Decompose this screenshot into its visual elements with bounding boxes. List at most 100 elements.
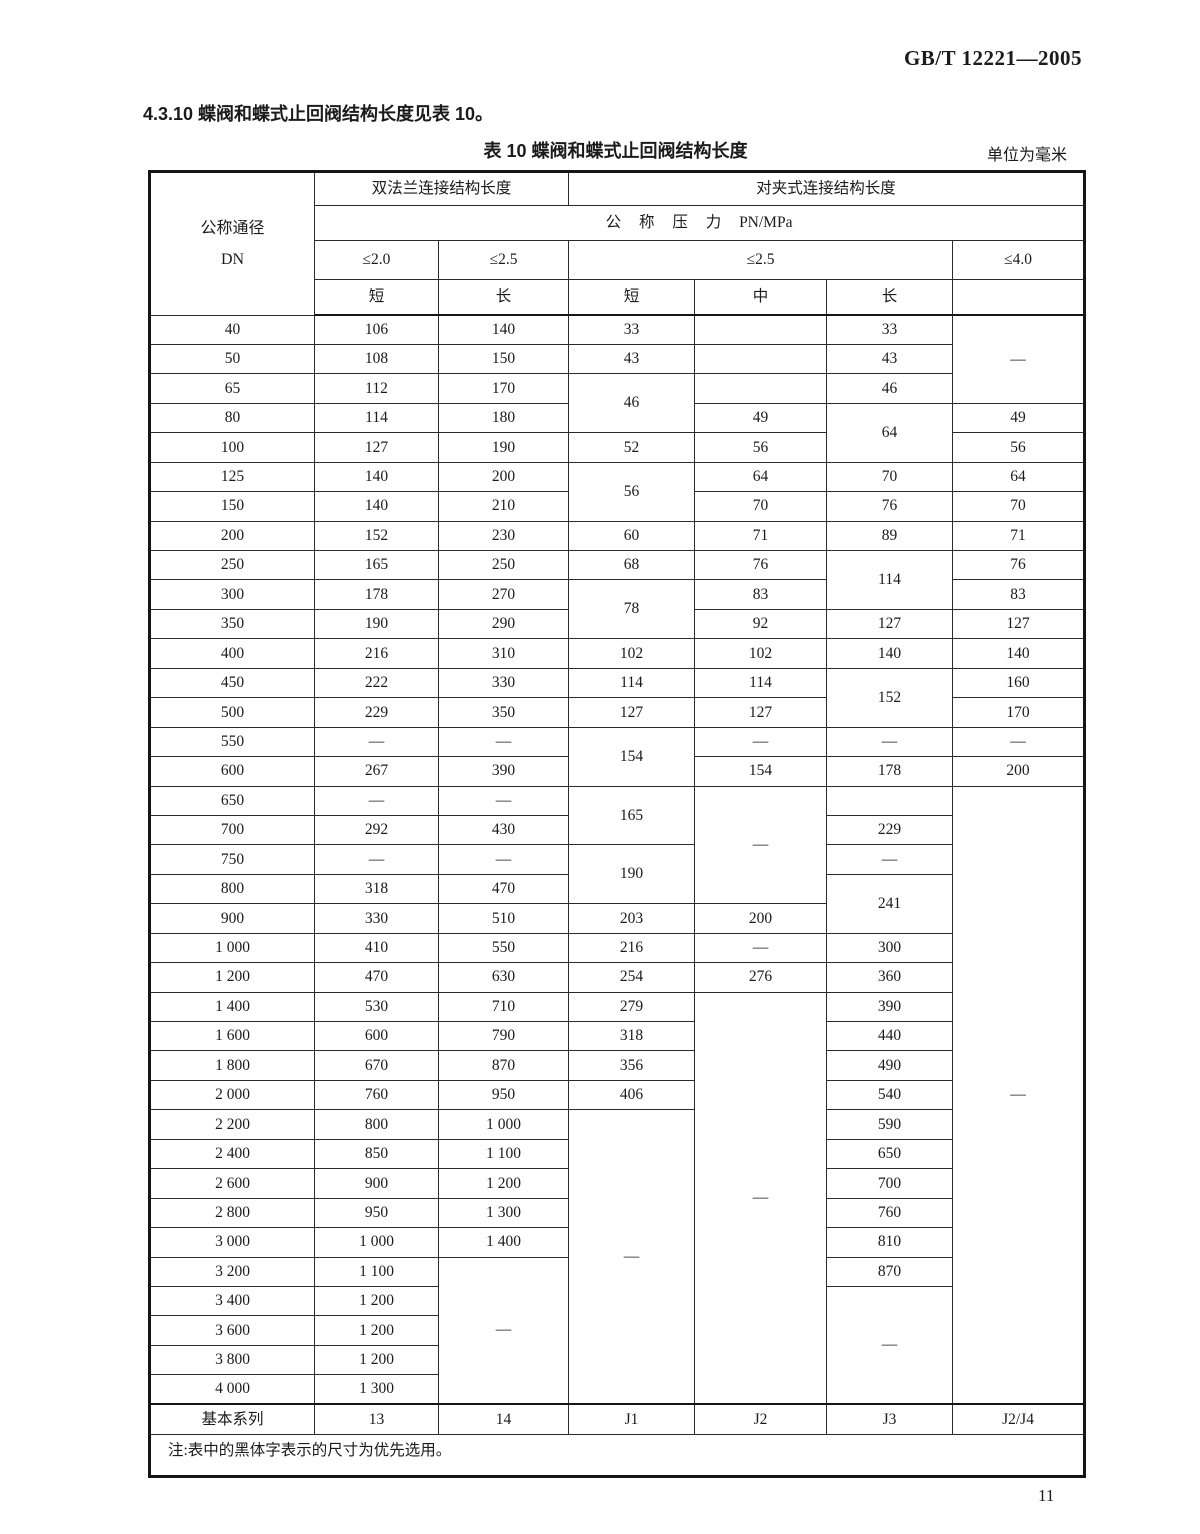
length-cell: — xyxy=(826,1285,954,1405)
length-cell: — xyxy=(694,991,828,1405)
length-cell: 760 xyxy=(826,1197,954,1229)
pressure-col-header: ≤2.5 xyxy=(437,240,570,280)
dn-cell: 600 xyxy=(149,756,315,787)
table-row: 250 165 250 68 76 114 76 xyxy=(149,549,1086,610)
length-cell: 1 400 xyxy=(437,1227,570,1258)
length-cell: 216 xyxy=(314,638,439,669)
length-cell: 89 xyxy=(826,520,954,552)
dn-cell: 250 xyxy=(149,549,315,581)
length-cell: 127 xyxy=(826,608,954,640)
length-cell: 350 xyxy=(437,697,570,728)
dn-cell: 3 800 xyxy=(149,1344,315,1376)
length-cell: 254 xyxy=(568,962,696,993)
length-cell: 270 xyxy=(437,579,570,610)
dn-cell: 300 xyxy=(149,579,315,610)
length-cell: 276 xyxy=(694,962,828,993)
table-row: 80 114 180 49 64 49 xyxy=(149,402,1086,463)
length-cell: — xyxy=(826,726,954,758)
length-cell: 1 300 xyxy=(437,1197,570,1229)
dn-cell: 1 200 xyxy=(149,962,315,993)
length-cell xyxy=(826,785,954,816)
length-cell: 650 xyxy=(826,1138,954,1170)
length-cell: 267 xyxy=(314,756,439,787)
length-cell: 203 xyxy=(568,903,696,934)
length-cell: 70 xyxy=(826,461,954,493)
length-cell: 290 xyxy=(437,608,570,640)
table-row: 650— —165— — xyxy=(149,785,1086,1405)
length-cell: 190 xyxy=(568,844,696,905)
length-type-header-empty xyxy=(952,279,1086,316)
table-row: 2 000 760 950 406 540 xyxy=(149,1079,1085,1111)
table-row: 100 127 190 52 56 56 xyxy=(149,432,1086,463)
length-cell: — xyxy=(694,932,828,964)
standard-number: GB/T 12221—2005 xyxy=(903,46,1082,70)
note-row: 注:表中的黑体字表示的尺寸为优先选用。 xyxy=(148,1434,1086,1478)
length-cell: — xyxy=(437,785,570,816)
length-cell: 33 xyxy=(568,314,696,345)
length-cell: — xyxy=(437,1256,570,1405)
dn-cell: 400 xyxy=(149,638,315,669)
table-row: 2 800 950 1 300 760 xyxy=(149,1197,1085,1229)
length-cell: 76 xyxy=(952,549,1086,581)
length-cell: 78 xyxy=(568,579,696,640)
table-footer: 基本系列 13 14 J1 J2 J3 J2/J4 注:表中的黑体字表示的尺寸为… xyxy=(148,1403,1086,1478)
length-cell: 165 xyxy=(314,549,439,581)
length-cell: 140 xyxy=(437,314,570,345)
table-row: 4 000 1 300 xyxy=(149,1374,1085,1405)
length-cell: 670 xyxy=(314,1050,439,1081)
length-cell: 154 xyxy=(568,726,696,787)
length-cell: 200 xyxy=(694,903,828,934)
length-cell: 470 xyxy=(437,873,570,905)
dn-cell: 200 xyxy=(149,520,315,552)
length-cell: 250 xyxy=(437,549,570,581)
series-cell: 14 xyxy=(437,1403,570,1436)
length-cell: 1 100 xyxy=(314,1256,439,1287)
length-cell: 700 xyxy=(826,1168,954,1199)
length-type-header: 长 xyxy=(437,279,570,316)
length-cell: 108 xyxy=(314,343,439,375)
dn-cell: 100 xyxy=(149,432,315,463)
dn-cell: 650 xyxy=(149,785,315,816)
dn-cell: 900 xyxy=(149,903,315,934)
dn-cell: 1 600 xyxy=(149,1020,315,1052)
length-cell: 60 xyxy=(568,520,696,552)
length-cell: 114 xyxy=(314,402,439,434)
length-cell: 470 xyxy=(314,962,439,993)
length-cell: 170 xyxy=(952,697,1086,728)
length-cell: 127 xyxy=(694,697,828,728)
table-row: 750— —190— xyxy=(149,844,1085,905)
table-row: 2 400 850 1 100 650 xyxy=(149,1138,1085,1170)
length-cell: 330 xyxy=(437,667,570,699)
length-cell: — xyxy=(437,844,570,875)
length-cell: 900 xyxy=(314,1168,439,1199)
length-cell: 46 xyxy=(826,373,954,404)
length-cell: 49 xyxy=(694,402,828,434)
table-row: 300 178 270 78 83 83 xyxy=(149,579,1086,640)
dn-cell: 80 xyxy=(149,402,315,434)
length-cell: 102 xyxy=(694,638,828,669)
table-row: 200 152 230 60 71 89 71 xyxy=(149,520,1086,552)
table-title: 表 10 蝶阀和蝶式止回阀结构长度 xyxy=(483,141,748,161)
page-number: 11 xyxy=(1038,1486,1055,1505)
length-cell: 43 xyxy=(826,343,954,375)
dn-header: 公称通径 DN xyxy=(149,171,315,316)
length-cell: 550 xyxy=(437,932,570,964)
length-cell: 140 xyxy=(314,491,439,522)
series-cell: J3 xyxy=(826,1403,954,1436)
length-cell: 76 xyxy=(694,549,828,581)
length-cell xyxy=(694,343,828,375)
wafer-group-header: 对夹式连接结构长度 xyxy=(568,171,1086,206)
dn-cell: 550 xyxy=(149,726,315,758)
table-row: 2 200 800 1 000—590 xyxy=(149,1109,1085,1405)
length-cell: 170 xyxy=(437,373,570,404)
table-row: 400 216 310 102 102 140 140 xyxy=(149,638,1086,669)
length-cell: 83 xyxy=(694,579,828,610)
length-cell: 127 xyxy=(568,697,696,728)
length-cell: 1 200 xyxy=(314,1285,439,1317)
table-row: 3 200 1 100—870 xyxy=(149,1256,1085,1405)
length-cell: 56 xyxy=(568,461,696,522)
length-cell: — xyxy=(826,844,954,875)
length-cell: 70 xyxy=(952,491,1086,522)
length-cell: 56 xyxy=(952,432,1086,463)
